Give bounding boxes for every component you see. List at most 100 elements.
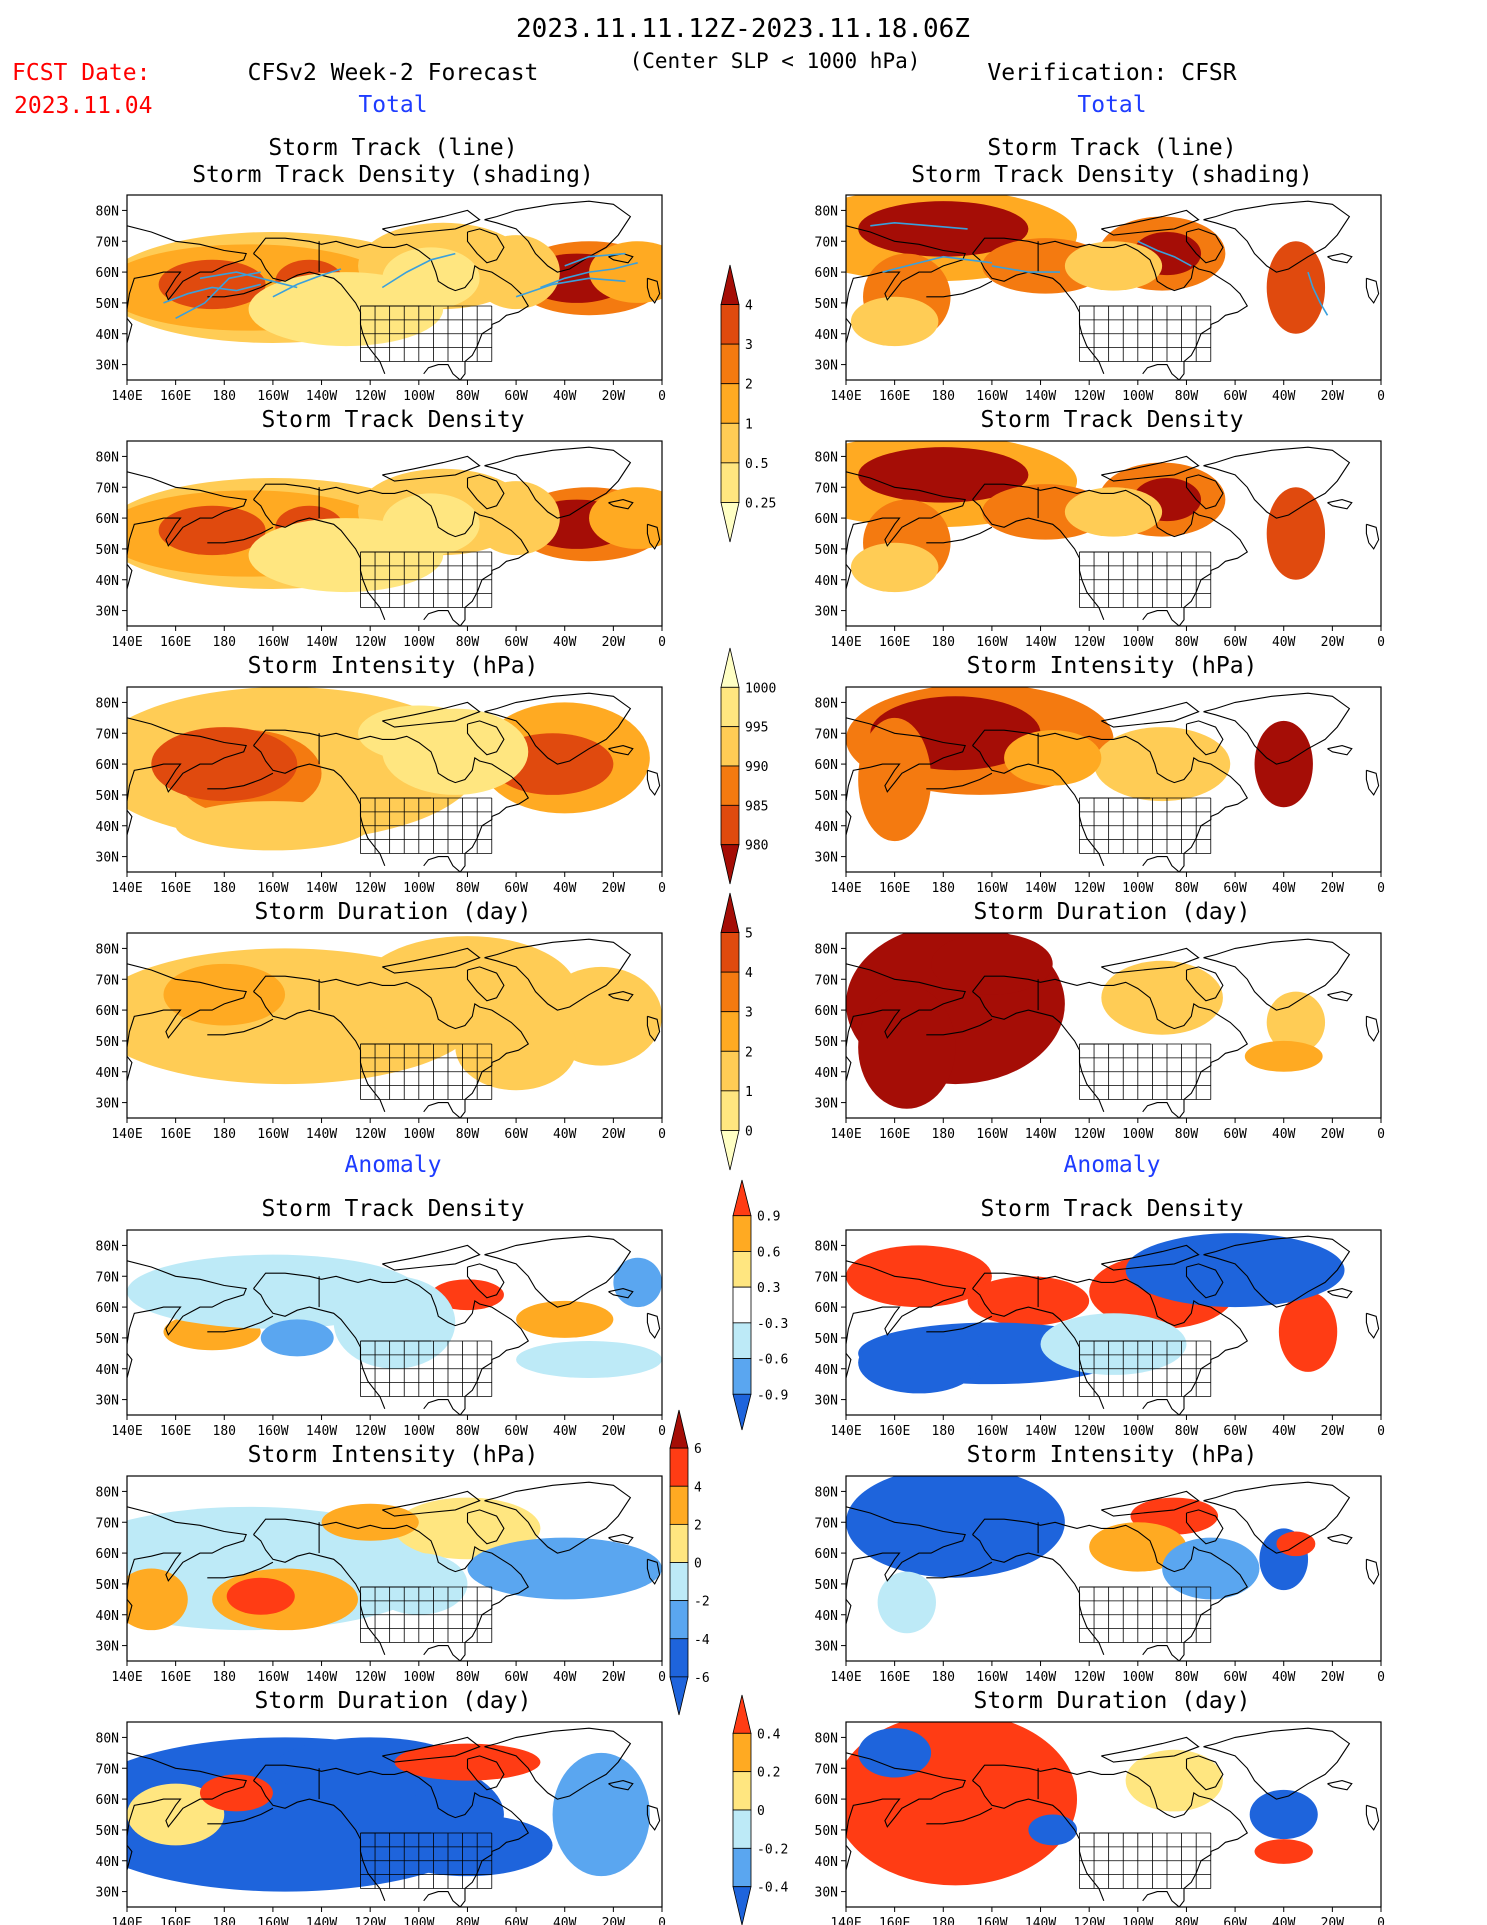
coastline	[972, 499, 1105, 621]
map-panel: 140E 160E 180 160W 140W 120W 100W 80W 60W 40W 20W 0…	[96, 440, 666, 650]
lat-tick-label: 80N	[96, 1239, 119, 1254]
coastline	[253, 991, 386, 1113]
lon-tick-label: 160E	[879, 881, 910, 896]
storm-track-line	[540, 262, 638, 289]
lat-tick-label: 60N	[815, 1004, 838, 1019]
lon-tick-label: 100W	[403, 635, 434, 650]
coastline	[484, 1481, 632, 1554]
shaded-region	[175, 801, 371, 851]
coastline	[646, 769, 661, 796]
lon-tick-label: 20W	[602, 635, 626, 650]
lon-tick-label: 40W	[553, 1670, 577, 1685]
lon-tick-label: 100W	[1122, 1424, 1153, 1439]
lat-tick-label: 80N	[96, 696, 119, 711]
coastline	[972, 991, 1105, 1113]
lat-tick-label: 50N	[815, 1332, 838, 1347]
shaded-region	[333, 1276, 456, 1369]
lon-tick-label: 120W	[1074, 1916, 1105, 1925]
shaded-region	[850, 542, 939, 593]
lon-tick-label: 20W	[1321, 881, 1345, 896]
lat-tick-label: 50N	[815, 1578, 838, 1593]
lon-tick-label: 80W	[1175, 881, 1199, 896]
lat-tick-label: 80N	[96, 1731, 119, 1746]
title-track-line-left: Storm Track (line)	[268, 135, 517, 161]
lon-tick-label: 60W	[504, 1424, 528, 1439]
lon-tick-label: 40W	[553, 635, 577, 650]
colorbar-cell	[720, 844, 740, 885]
lon-tick-label: 0	[1377, 881, 1385, 896]
coastline	[127, 1752, 247, 1837]
lon-tick-label: 40W	[553, 881, 577, 896]
total-left-label: Total	[358, 92, 427, 118]
lat-tick-label: 70N	[815, 1762, 838, 1777]
lon-tick-label: 60W	[1223, 1916, 1247, 1925]
colorbar-cell	[669, 1562, 689, 1602]
map-panel: 140E 160E 180 160W 140W 120W 100W 80W 60W 40W 20W 0…	[815, 440, 1385, 650]
title-intensity-left: Storm Intensity (hPa)	[248, 653, 539, 679]
lon-tick-label: 20W	[1321, 389, 1345, 404]
lon-tick-label: 140W	[1025, 1670, 1056, 1685]
anomaly-left-label: Anomaly	[345, 1152, 442, 1178]
lat-tick-label: 40N	[96, 1609, 119, 1624]
coastline	[207, 1018, 274, 1036]
title-track-shading-left: Storm Track Density (shading)	[192, 162, 594, 188]
colorbar-label: -6	[694, 1671, 710, 1686]
colorbar-duration-anomaly: 0.4 0.2 0 -0.2 -0.4	[732, 1694, 788, 1925]
shaded-region	[858, 985, 956, 1109]
coastline	[1365, 1015, 1380, 1042]
shaded-region	[260, 1319, 334, 1357]
lon-tick-label: 0	[658, 881, 666, 896]
coastline	[127, 1260, 247, 1345]
coastline	[207, 1807, 274, 1825]
colorbar-cell	[720, 686, 740, 728]
lon-tick-label: 140E	[830, 1670, 861, 1685]
lon-tick-label: 180	[932, 1127, 955, 1142]
lat-tick-label: 60N	[815, 1301, 838, 1316]
coastline	[846, 225, 966, 310]
storm-track-line	[1137, 240, 1192, 267]
title-density-left: Storm Track Density	[261, 407, 524, 433]
colorbar-cell	[669, 1409, 689, 1449]
lat-tick-label: 80N	[815, 696, 838, 711]
coastline	[253, 499, 386, 621]
lon-tick-label: 160E	[160, 1916, 191, 1925]
storm-track-line	[272, 268, 342, 298]
lon-tick-label: 20W	[602, 1670, 626, 1685]
coastline	[608, 1288, 634, 1299]
coastline	[207, 772, 274, 790]
shaded-region	[321, 1503, 419, 1541]
lon-tick-label: 140E	[111, 635, 142, 650]
coastline	[127, 471, 247, 556]
coastline	[1101, 1490, 1200, 1517]
lat-tick-label: 40N	[96, 328, 119, 343]
shaded-region	[1254, 1839, 1313, 1864]
lon-tick-label: 80W	[1175, 1670, 1199, 1685]
coastline	[1203, 1727, 1351, 1800]
colorbar-label: 1	[745, 417, 753, 432]
lon-tick-label: 140E	[830, 1916, 861, 1925]
lat-tick-label: 40N	[815, 328, 838, 343]
map-panel: 140E 160E 180 160W 140W 120W 100W 80W 60W 40W 20W 0…	[815, 932, 1385, 1142]
title-track-line-right: Storm Track (line)	[987, 135, 1236, 161]
lon-tick-label: 180	[213, 635, 236, 650]
colorbar-cell	[720, 1050, 740, 1092]
lat-tick-label: 30N	[815, 1886, 838, 1901]
colorbar-cell	[669, 1638, 689, 1678]
colorbar-label: 0	[757, 1804, 765, 1819]
map-panel: 140E 160E 180 160W 140W 120W 100W 80W 60W 40W 20W 0…	[96, 1229, 666, 1439]
lon-tick-label: 60W	[504, 389, 528, 404]
lat-tick-label: 50N	[815, 789, 838, 804]
lon-tick-label: 140W	[1025, 1916, 1056, 1925]
colorbar-cell	[720, 765, 740, 806]
lon-tick-label: 100W	[1122, 1916, 1153, 1925]
coastline	[972, 1780, 1105, 1902]
lon-tick-label: 120W	[355, 635, 386, 650]
lon-tick-label: 160E	[879, 1127, 910, 1142]
lon-tick-label: 160W	[257, 389, 288, 404]
state-borders	[360, 1586, 493, 1643]
lon-tick-label: 100W	[1122, 881, 1153, 896]
lon-tick-label: 160W	[257, 1127, 288, 1142]
coastline	[484, 1235, 632, 1308]
lon-tick-label: 160W	[976, 1916, 1007, 1925]
lon-tick-label: 160W	[976, 389, 1007, 404]
